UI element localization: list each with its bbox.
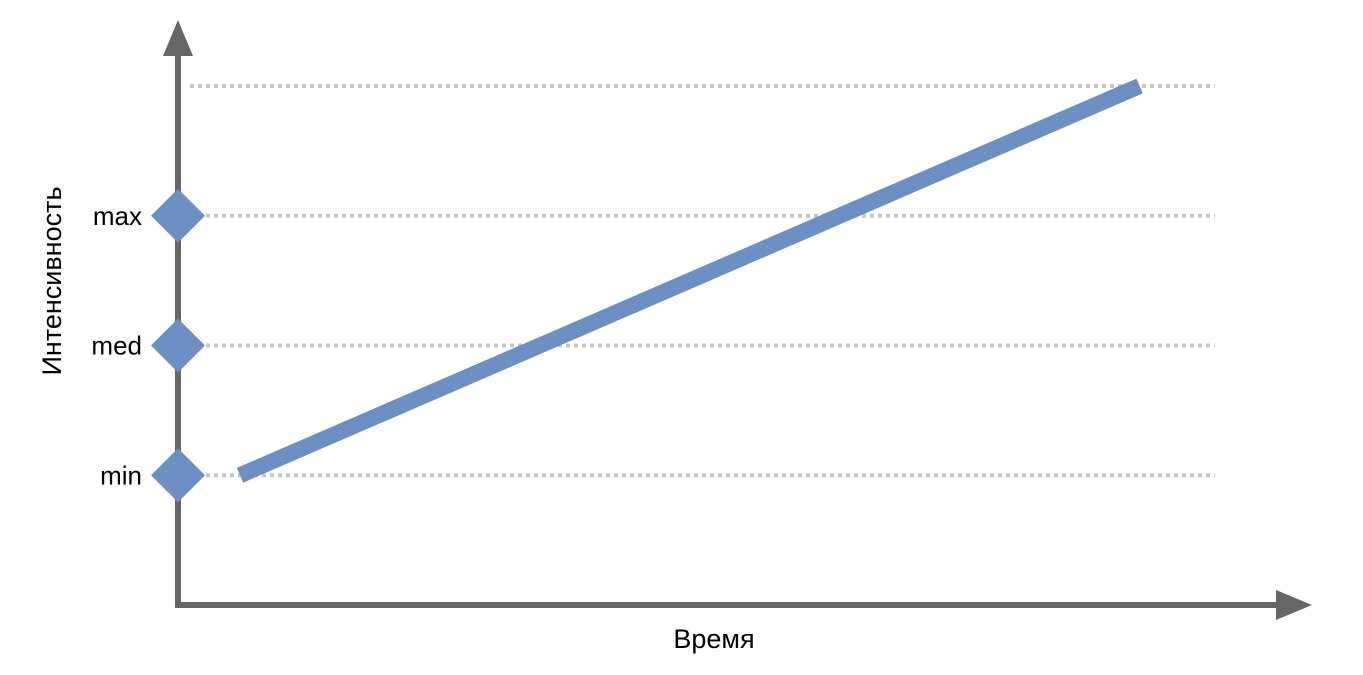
level-marker-med xyxy=(151,318,205,373)
axes xyxy=(163,20,1312,620)
gridlines xyxy=(190,84,1215,478)
series-line-0-segment-0 xyxy=(236,78,1143,483)
tick-labels: min med max xyxy=(91,201,142,491)
level-markers xyxy=(151,188,205,503)
y-axis-arrowhead xyxy=(163,20,193,56)
level-marker-min xyxy=(151,448,205,503)
level-marker-max xyxy=(151,188,205,243)
x-axis-title: Время xyxy=(673,624,754,654)
y-axis-title: Интенсивность xyxy=(37,186,67,375)
tick-label-med: med xyxy=(91,331,142,361)
tick-label-max: max xyxy=(93,201,142,231)
tick-label-min: min xyxy=(100,460,142,490)
series xyxy=(236,78,1143,483)
x-axis-arrowhead xyxy=(1276,590,1312,620)
